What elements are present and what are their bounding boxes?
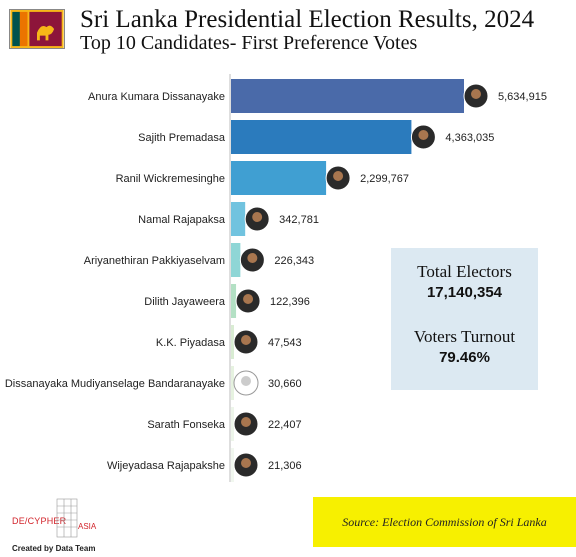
chart-subtitle: Top 10 Candidates- First Preference Vote…: [80, 32, 418, 54]
avatar-face-icon: [241, 417, 251, 427]
value-label: 21,306: [268, 460, 302, 472]
bar: [231, 79, 464, 113]
avatar-face-icon: [333, 171, 344, 181]
category-label: Wijeyadasa Rajapakshe: [107, 460, 225, 472]
sri-lanka-flag-icon: [9, 9, 65, 49]
value-label: 2,299,767: [360, 173, 409, 185]
category-label: Sajith Premadasa: [138, 132, 226, 144]
total-electors-value: 17,140,354: [426, 284, 503, 301]
source-text: Source: Election Commission of Sri Lanka: [342, 514, 547, 529]
avatar-face-icon: [418, 130, 429, 140]
stats-panel: Total Electors 17,140,354 Voters Turnout…: [391, 248, 538, 390]
logo-credit: Created by Data Team: [12, 544, 96, 553]
bar: [231, 161, 327, 195]
bar: [231, 407, 234, 441]
bar: [231, 284, 237, 318]
category-label: Anura Kumara Dissanayake: [88, 91, 225, 103]
category-label: Ariyanethiran Pakkiyaselvam: [84, 255, 225, 267]
bar: [231, 448, 234, 482]
avatar-face-icon: [252, 212, 263, 222]
bar-chart: Anura Kumara Dissanayake 5,634,915 Sajith …: [5, 74, 547, 482]
value-label: 4,363,035: [445, 132, 494, 144]
bar: [231, 120, 412, 154]
category-label: Dissanayaka Mudiyanselage Bandaranayake: [5, 378, 225, 390]
avatar-face-icon: [471, 89, 481, 99]
bar: [231, 202, 246, 236]
logo-right-text: ASIA: [78, 522, 97, 531]
value-label: 226,343: [274, 255, 314, 267]
bar: [231, 243, 241, 277]
category-label: K.K. Piyadasa: [156, 337, 226, 349]
value-label: 122,396: [270, 296, 310, 308]
turnout-label: Voters Turnout: [413, 327, 516, 346]
turnout-value: 79.46%: [439, 349, 490, 366]
value-label: 22,407: [268, 419, 302, 431]
logo-left-text: DE/CYPHER: [12, 516, 67, 526]
decypher-logo: DE/CYPHER ASIA Created by Data Team: [12, 494, 132, 556]
avatar-face-icon: [243, 294, 254, 304]
chart-title: Sri Lanka Presidential Election Results,…: [80, 6, 535, 33]
avatar-face-icon: [241, 458, 251, 468]
total-electors-label: Total Electors: [417, 262, 512, 281]
category-label: Dilith Jayaweera: [144, 296, 226, 308]
logo-grid-icon: [56, 498, 78, 538]
source-box: Source: Election Commission of Sri Lanka: [313, 497, 576, 547]
avatar-face-icon: [241, 376, 251, 386]
category-label: Ranil Wickremesinghe: [116, 173, 225, 185]
value-label: 5,634,915: [498, 91, 547, 103]
bar: [231, 325, 234, 359]
category-label: Namal Rajapaksa: [138, 214, 226, 226]
value-label: 30,660: [268, 378, 302, 390]
value-label: 47,543: [268, 337, 302, 349]
bar: [231, 366, 234, 400]
avatar-face-icon: [247, 253, 258, 263]
value-label: 342,781: [279, 214, 319, 226]
category-label: Sarath Fonseka: [147, 419, 226, 431]
avatar-face-icon: [241, 335, 251, 345]
